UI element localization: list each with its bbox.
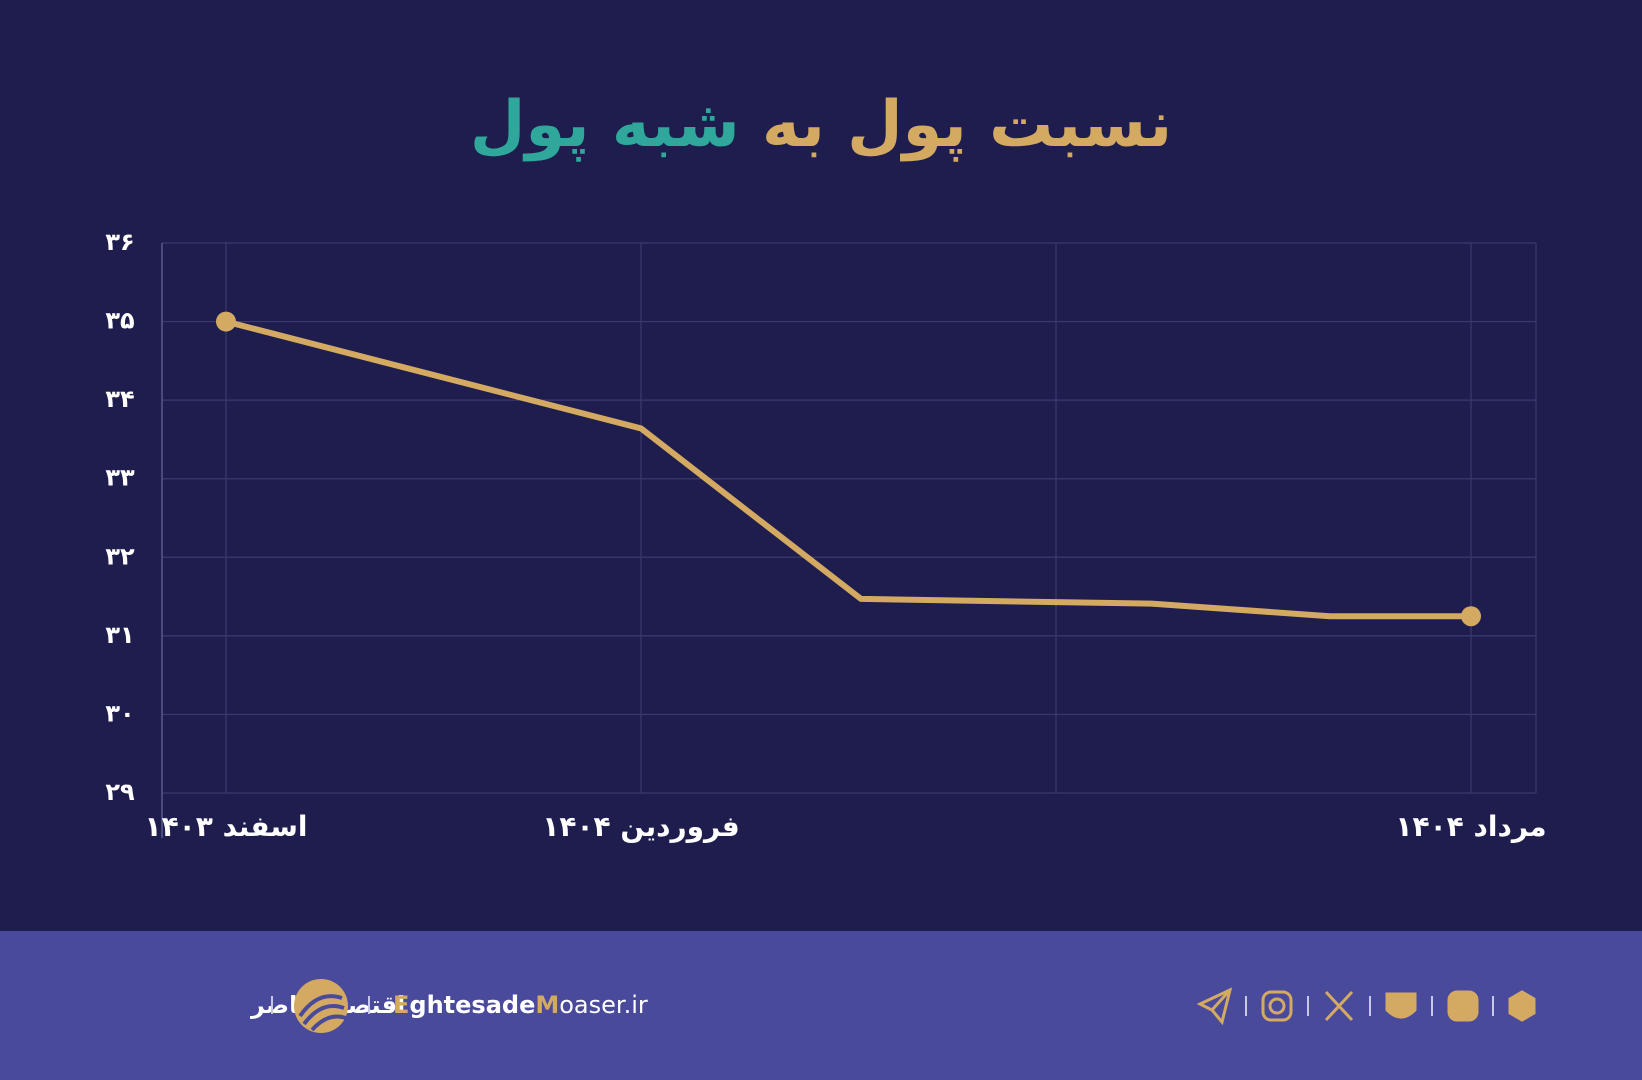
social-icons [1196,987,1536,1026]
y-tick-label: ۳۴ [105,385,134,413]
x-icon[interactable] [1324,990,1354,1022]
instagram-lens [1268,997,1286,1015]
y-tick-label: ۲۹ [105,778,135,806]
background [0,0,1642,931]
end-point [216,311,236,332]
y-tick-label: ۳۳ [105,464,135,492]
shield-icon[interactable] [1385,992,1417,1019]
site-part: M [535,991,559,1019]
y-tick-label: ۳۶ [105,228,134,256]
data-line [225,318,1471,620]
app-icon[interactable] [1447,990,1479,1022]
site-part: ghtesade [409,991,535,1019]
title-main: نسبت پول به [762,88,1172,162]
x-tick-label: فروردین ۱۴۰۴ [542,810,739,843]
telegram-icon[interactable] [1196,987,1233,1026]
y-tick-label: ۳۵ [105,307,134,335]
end-point [1461,606,1481,627]
logo-mark [298,994,347,1032]
chart-title: نسبت پول به شبه پول [470,88,1172,162]
y-tick-label: ۳۰ [105,699,134,727]
x-tick-label: مرداد ۱۴۰۴ [1395,810,1546,843]
title-highlight: شبه پول [470,88,740,162]
footer-site[interactable]: EghtesadeMoaser.ir [393,991,648,1019]
hex-icon[interactable] [1508,990,1536,1022]
icon-separators [1245,996,1494,1016]
y-tick-label: ۳۲ [105,542,135,570]
plot: ۲۹ ۳۰ ۳۱ ۳۲ ۳۳ ۳۴ ۳۵ ۳۶ اسفند ۱۴۰۳ فروردین ۱۴۰۴ مر… [105,228,1546,843]
instagram-icon[interactable] [1261,990,1293,1022]
footer-band [0,931,1642,1080]
y-tick-label: ۳۱ [105,621,134,649]
site-part: oaser.ir [559,991,648,1019]
x-tick-label: اسفند ۱۴۰۳ [145,810,308,843]
site-part: E [393,991,409,1019]
